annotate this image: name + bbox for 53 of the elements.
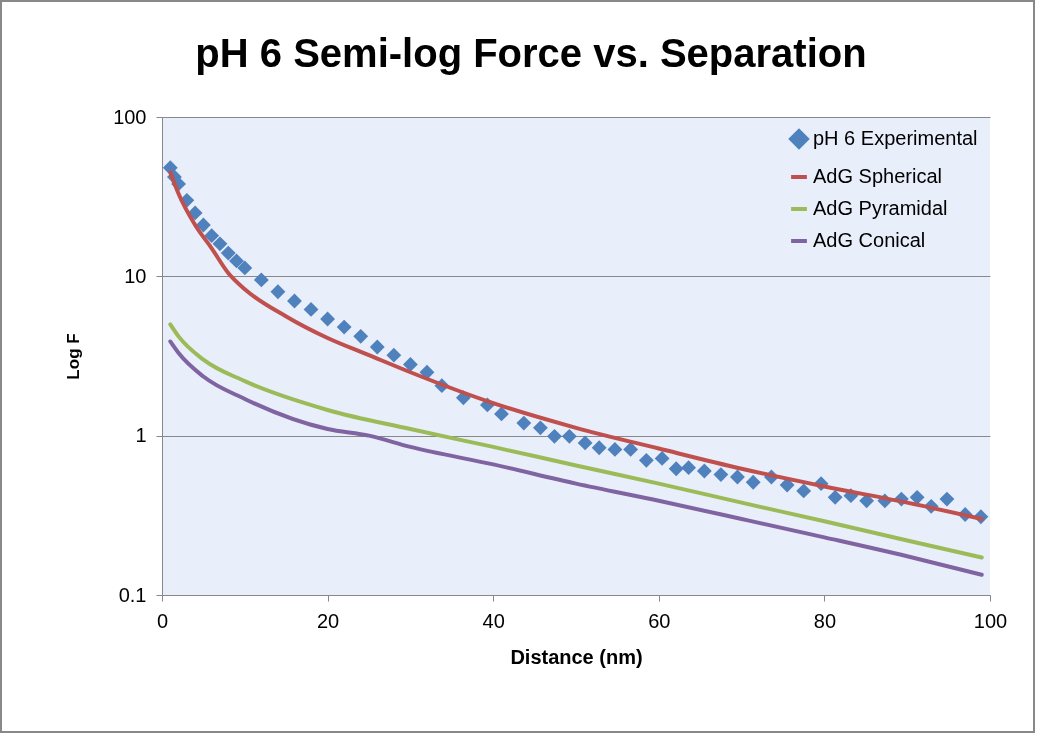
point — [336, 319, 352, 335]
legend-label: AdG Pyramidal — [813, 197, 948, 219]
x-tick-label: 40 — [482, 609, 505, 632]
y-tick-label: 0.1 — [118, 583, 147, 606]
legend-label: AdG Conical — [813, 229, 926, 251]
chart-title: pH 6 Semi-log Force vs. Separation — [195, 31, 867, 75]
x-tick-label: 0 — [156, 609, 169, 632]
point — [220, 245, 236, 261]
point — [547, 428, 562, 444]
point — [270, 284, 286, 300]
y-tick-label: 10 — [124, 264, 147, 287]
point — [195, 217, 211, 233]
legend-label: pH 6 Experimental — [813, 127, 978, 149]
point — [369, 339, 385, 355]
point — [638, 452, 654, 468]
point — [654, 450, 670, 466]
point — [909, 489, 925, 505]
point — [187, 205, 203, 221]
point — [402, 357, 418, 372]
point — [607, 441, 623, 457]
point — [320, 311, 336, 327]
point — [353, 328, 369, 344]
point — [386, 347, 402, 363]
point — [623, 441, 639, 457]
point — [494, 406, 509, 422]
x-tick-label: 60 — [648, 609, 671, 632]
point — [745, 474, 761, 490]
point — [212, 236, 228, 252]
point — [577, 435, 593, 451]
point — [303, 302, 319, 317]
x-tick-label: 100 — [973, 609, 1008, 632]
y-tick-label: 100 — [113, 105, 147, 128]
point — [229, 253, 244, 269]
point — [516, 415, 532, 431]
y-tick-label: 1 — [135, 424, 147, 447]
point — [939, 491, 955, 507]
point — [713, 467, 729, 482]
point — [561, 428, 577, 444]
point — [681, 460, 697, 476]
legend-label: AdG Spherical — [813, 165, 942, 187]
x-tick-label: 20 — [316, 609, 340, 632]
y-axis-title: Log F — [64, 333, 84, 380]
point — [237, 260, 253, 276]
point — [796, 483, 812, 499]
x-tick-label: 80 — [813, 609, 837, 632]
point — [253, 272, 269, 288]
x-axis-title: Distance (nm) — [510, 645, 643, 668]
point — [668, 461, 684, 477]
point — [532, 420, 548, 436]
point — [827, 489, 843, 505]
point — [591, 440, 607, 456]
point — [696, 463, 712, 479]
point — [204, 228, 220, 244]
